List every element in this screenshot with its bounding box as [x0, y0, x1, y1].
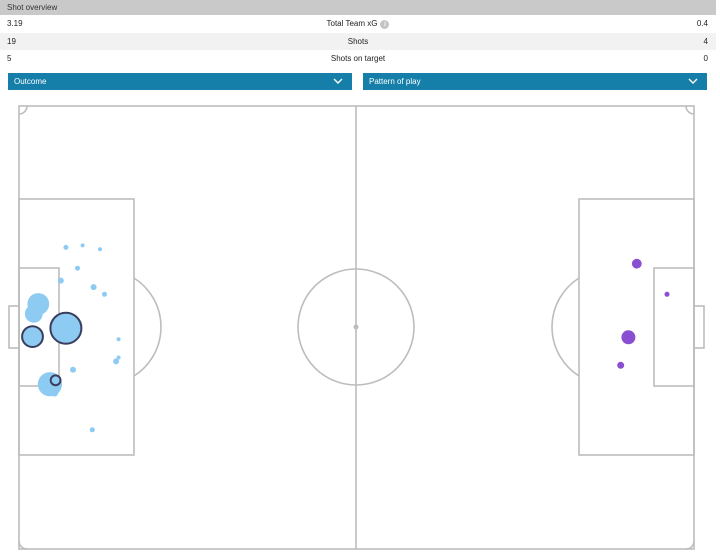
home-shots-on-target-value: 5	[7, 54, 12, 63]
home-shot-marker[interactable]	[75, 265, 80, 271]
shots-on-target-label: Shots on target	[330, 54, 386, 63]
header-title: Shot overview	[7, 3, 58, 12]
home-shot-marker[interactable]	[116, 337, 121, 342]
home-shot-marker[interactable]	[50, 388, 59, 397]
chevron-down-icon	[333, 78, 343, 84]
home-shot-marker[interactable]	[49, 374, 62, 387]
shots-layer	[21, 243, 670, 433]
pattern-of-play-dropdown-label: Pattern of play	[369, 77, 421, 86]
home-shot-marker[interactable]	[63, 244, 69, 250]
xg-label: Total Team xG	[326, 19, 378, 28]
home-shots-value: 19	[7, 37, 16, 46]
chevron-down-icon	[688, 78, 698, 84]
away-shots-value: 4	[703, 37, 708, 46]
stat-row-shots: 19 Shots 4	[0, 33, 716, 50]
home-shot-marker[interactable]	[24, 304, 43, 323]
corner-arc-top-left	[18, 105, 28, 115]
home-shot-marker[interactable]	[98, 247, 102, 252]
shot-overview-header: Shot overview	[0, 0, 716, 15]
away-shot-marker[interactable]	[617, 361, 625, 369]
goal-left	[8, 305, 20, 349]
home-shot-marker[interactable]	[80, 243, 85, 248]
home-shot-marker[interactable]	[90, 284, 97, 291]
home-shot-marker[interactable]	[57, 277, 64, 284]
home-shot-marker[interactable]	[21, 325, 44, 349]
penalty-box-right	[578, 198, 695, 456]
home-shot-marker[interactable]	[113, 358, 120, 365]
stat-row-shots-on-target: 5 Shots on target 0	[0, 50, 716, 67]
stat-row-xg: 3.19 Total Team xG i 0.4	[0, 15, 716, 32]
penalty-arc-right	[551, 277, 580, 377]
home-shot-marker[interactable]	[89, 427, 95, 433]
corner-arc-top-right	[685, 105, 695, 115]
away-shot-marker[interactable]	[631, 258, 642, 269]
centre-circle	[297, 268, 415, 386]
away-shot-marker[interactable]	[664, 291, 670, 297]
xg-label-wrap: Total Team xG i	[0, 15, 716, 32]
corner-arc-bottom-right	[685, 540, 695, 550]
home-shot-marker[interactable]	[102, 291, 107, 297]
pitch-lines	[8, 105, 705, 550]
six-yard-box-right	[653, 267, 695, 387]
pattern-of-play-dropdown[interactable]: Pattern of play	[363, 73, 707, 90]
home-shot-marker[interactable]	[49, 311, 83, 345]
home-xg-value: 3.19	[7, 19, 23, 28]
penalty-arc-left	[133, 277, 162, 377]
home-shot-marker[interactable]	[116, 355, 121, 360]
away-shot-marker[interactable]	[621, 330, 636, 345]
goal-right	[693, 305, 705, 349]
shot-map-pitch	[8, 105, 705, 550]
corner-arc-bottom-left	[18, 540, 28, 550]
away-xg-value: 0.4	[696, 19, 708, 28]
home-shot-marker[interactable]	[70, 366, 76, 373]
shots-label: Shots	[347, 37, 369, 46]
centre-spot	[353, 324, 359, 330]
outcome-dropdown-label: Outcome	[14, 77, 47, 86]
away-shots-on-target-value: 0	[703, 54, 708, 63]
outcome-dropdown[interactable]: Outcome	[8, 73, 352, 90]
info-icon[interactable]: i	[380, 20, 390, 29]
